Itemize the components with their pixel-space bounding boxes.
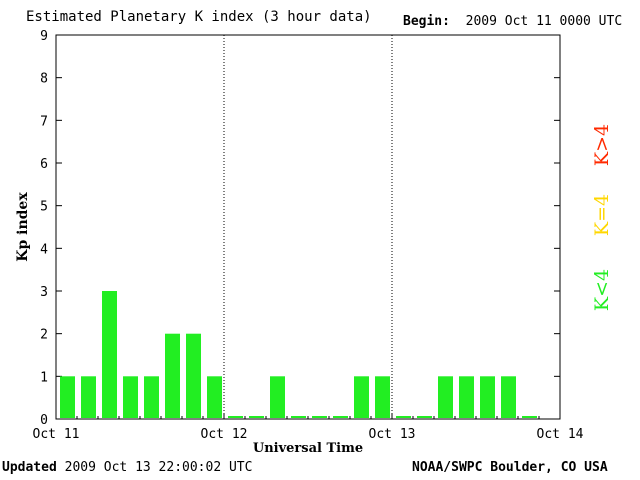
- kp-bar: [186, 333, 201, 418]
- x-axis-label: Universal Time: [253, 441, 363, 456]
- begin-value: 2009 Oct 11 0000 UTC: [465, 14, 623, 29]
- kp-bar: [417, 416, 432, 418]
- kp-bar: [396, 416, 411, 418]
- legend-item: K>4: [591, 124, 613, 166]
- kp-bar: [354, 376, 369, 418]
- kp-bar: [228, 416, 243, 418]
- kp-bar: [207, 376, 222, 418]
- kp-bar: [102, 291, 117, 418]
- updated-label: Updated: [2, 460, 57, 475]
- credit-line: NOAA/SWPC Boulder, CO USA: [412, 460, 608, 475]
- y-tick-label: 2: [40, 328, 48, 343]
- x-tick-label: Oct 11: [33, 427, 80, 442]
- kp-bar: [333, 416, 348, 418]
- y-tick-label: 1: [40, 370, 48, 385]
- y-axis-label: Kp index: [15, 192, 31, 262]
- kp-bar: [375, 376, 390, 418]
- kp-bar: [480, 376, 495, 418]
- kp-bar: [249, 416, 264, 418]
- y-tick-label: 0: [40, 413, 48, 428]
- kp-bar: [501, 376, 516, 418]
- begin-time: Begin: 2009 Oct 11 0000 UTC: [403, 14, 622, 29]
- kp-bar: [438, 376, 453, 418]
- kp-bar: [165, 333, 180, 418]
- kp-bar: [60, 376, 75, 418]
- y-tick-label: 4: [40, 242, 48, 257]
- legend-item: K<4: [591, 269, 613, 311]
- updated-time: Updated 2009 Oct 13 22:00:02 UTC: [2, 460, 252, 475]
- plot-frame: [55, 34, 561, 420]
- kp-bar: [123, 376, 138, 418]
- updated-value: 2009 Oct 13 22:00:02 UTC: [64, 460, 253, 475]
- y-tick-label: 5: [40, 200, 48, 215]
- x-tick-label: Oct 14: [537, 427, 584, 442]
- y-tick-label: 6: [40, 157, 48, 172]
- y-tick-label: 3: [40, 285, 48, 300]
- kp-bar: [291, 416, 306, 418]
- legend-item: K=4: [591, 194, 613, 236]
- chart-title: Estimated Planetary K index (3 hour data…: [26, 9, 372, 25]
- begin-label: Begin:: [403, 14, 450, 29]
- kp-bar: [81, 376, 96, 418]
- kp-bar: [144, 376, 159, 418]
- y-tick-label: 9: [40, 29, 48, 44]
- y-tick-label: 8: [40, 72, 48, 87]
- y-tick-label: 7: [40, 114, 48, 129]
- kp-bar: [459, 376, 474, 418]
- kp-bar: [522, 416, 537, 418]
- x-tick-label: Oct 12: [201, 427, 248, 442]
- x-tick-label: Oct 13: [369, 427, 416, 442]
- plot-area: 0 1 2 3 4 5 6 7 8 9 Oct 11 Oct 12 Oct 13 Oct 14 Univer…: [15, 29, 613, 456]
- kp-bar: [312, 416, 327, 418]
- kp-bar: [270, 376, 285, 418]
